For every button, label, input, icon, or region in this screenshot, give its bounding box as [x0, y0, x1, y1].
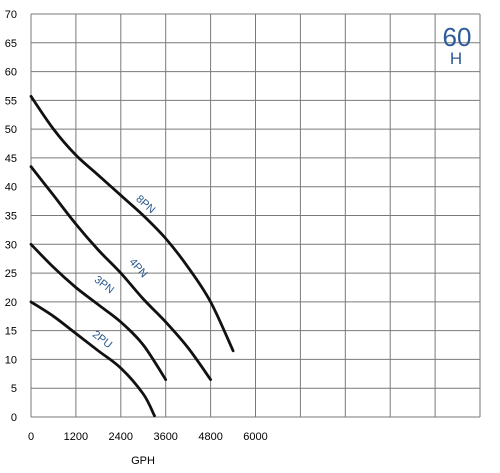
- y-tick-label: 5: [11, 383, 17, 395]
- series-line-2pu: [29, 300, 156, 418]
- badge-number: 60: [443, 22, 472, 52]
- y-tick-label: 50: [5, 124, 17, 136]
- x-tick-label: 3600: [153, 431, 177, 443]
- y-tick-label: 55: [5, 95, 17, 107]
- badge-letter: H: [450, 49, 462, 68]
- grid: [30, 13, 481, 418]
- y-tick-label: 25: [5, 268, 17, 280]
- series-label-3pn: 3PN: [92, 274, 116, 297]
- y-tick-label: 0: [11, 412, 17, 424]
- series-lines: [29, 94, 235, 418]
- y-tick-label: 45: [5, 153, 17, 165]
- y-axis-ticks: 0 5 10 15 20 25 30 35 40 45 50 55 60 65 70: [5, 9, 17, 424]
- y-tick-label: 40: [5, 182, 17, 194]
- y-tick-label: 70: [5, 9, 17, 21]
- series-line-3pn: [29, 242, 168, 381]
- series-line-4pn: [29, 165, 212, 381]
- series-label-4pn: 4PN: [127, 256, 150, 280]
- y-tick-label: 30: [5, 239, 17, 251]
- y-tick-label: 60: [5, 67, 17, 79]
- x-tick-label: 6000: [243, 431, 267, 443]
- series-line-8pn: [29, 94, 235, 353]
- x-tick-label: 0: [28, 431, 34, 443]
- model-badge: 60 H: [443, 22, 472, 68]
- x-tick-label: 2400: [109, 431, 133, 443]
- x-axis-ticks: 0 1200 2400 3600 4800 6000: [28, 431, 268, 443]
- series-label-8pn: 8PN: [133, 193, 157, 216]
- y-tick-label: 10: [5, 354, 17, 366]
- y-tick-label: 35: [5, 211, 17, 223]
- y-tick-label: 65: [5, 38, 17, 50]
- y-tick-label: 20: [5, 297, 17, 309]
- x-axis-label: GPH: [131, 455, 155, 467]
- y-tick-label: 15: [5, 326, 17, 338]
- x-tick-label: 4800: [198, 431, 222, 443]
- x-tick-label: 1200: [64, 431, 88, 443]
